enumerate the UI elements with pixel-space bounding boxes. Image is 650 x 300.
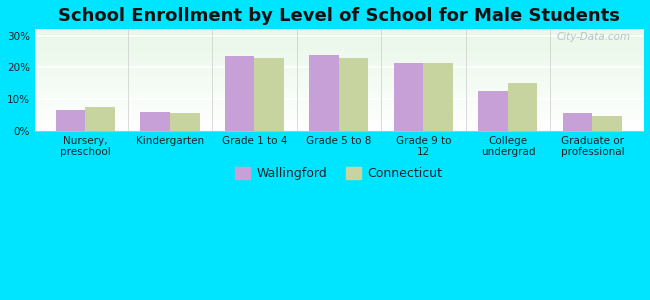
Bar bbox=[86, 107, 115, 131]
Bar bbox=[339, 58, 369, 131]
Bar bbox=[423, 63, 453, 131]
Bar bbox=[254, 58, 284, 131]
Bar bbox=[309, 55, 339, 131]
Title: School Enrollment by Level of School for Male Students: School Enrollment by Level of School for… bbox=[58, 7, 620, 25]
Bar bbox=[170, 113, 200, 131]
Bar bbox=[508, 83, 538, 131]
Bar bbox=[225, 56, 254, 131]
Bar bbox=[394, 63, 423, 131]
Legend: Wallingford, Connecticut: Wallingford, Connecticut bbox=[231, 162, 447, 185]
Bar bbox=[478, 91, 508, 131]
Text: City-Data.com: City-Data.com bbox=[557, 32, 631, 42]
Bar bbox=[563, 113, 592, 131]
Bar bbox=[56, 110, 86, 131]
Bar bbox=[592, 116, 622, 131]
Bar bbox=[140, 112, 170, 131]
